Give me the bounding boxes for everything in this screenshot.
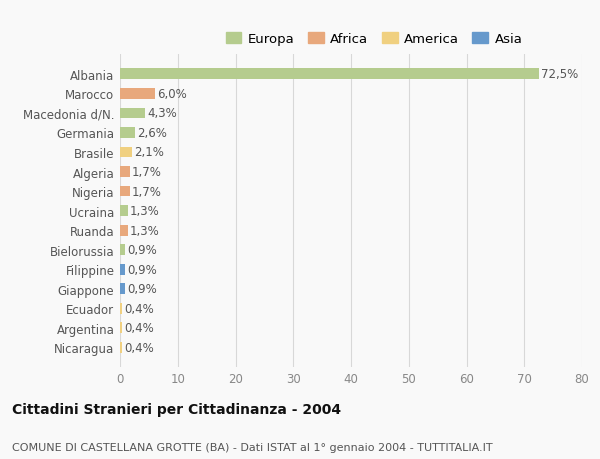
Bar	[120, 264, 125, 275]
Text: 1,3%: 1,3%	[130, 224, 160, 237]
Text: 4,3%: 4,3%	[147, 107, 177, 120]
Bar	[120, 89, 155, 100]
Text: 0,9%: 0,9%	[128, 244, 157, 257]
Text: 2,1%: 2,1%	[134, 146, 164, 159]
Bar	[120, 245, 125, 256]
Text: 6,0%: 6,0%	[157, 88, 187, 101]
Text: 72,5%: 72,5%	[541, 68, 578, 81]
Text: 2,6%: 2,6%	[137, 127, 167, 140]
Legend: Europa, Africa, America, Asia: Europa, Africa, America, Asia	[220, 28, 528, 51]
Text: Cittadini Stranieri per Cittadinanza - 2004: Cittadini Stranieri per Cittadinanza - 2…	[12, 402, 341, 416]
Bar	[120, 147, 132, 158]
Text: 1,3%: 1,3%	[130, 205, 160, 218]
Bar	[120, 225, 128, 236]
Bar	[120, 186, 130, 197]
Bar	[120, 303, 122, 314]
Bar	[120, 206, 128, 217]
Bar	[120, 284, 125, 295]
Bar	[120, 167, 130, 178]
Text: 0,4%: 0,4%	[125, 302, 154, 315]
Bar	[120, 342, 122, 353]
Text: 0,9%: 0,9%	[128, 263, 157, 276]
Text: 1,7%: 1,7%	[132, 185, 162, 198]
Text: 0,4%: 0,4%	[125, 322, 154, 335]
Bar	[120, 108, 145, 119]
Bar	[120, 128, 135, 139]
Bar	[120, 323, 122, 334]
Text: 1,7%: 1,7%	[132, 166, 162, 179]
Bar	[120, 69, 539, 80]
Text: COMUNE DI CASTELLANA GROTTE (BA) - Dati ISTAT al 1° gennaio 2004 - TUTTITALIA.IT: COMUNE DI CASTELLANA GROTTE (BA) - Dati …	[12, 442, 493, 452]
Text: 0,4%: 0,4%	[125, 341, 154, 354]
Text: 0,9%: 0,9%	[128, 283, 157, 296]
